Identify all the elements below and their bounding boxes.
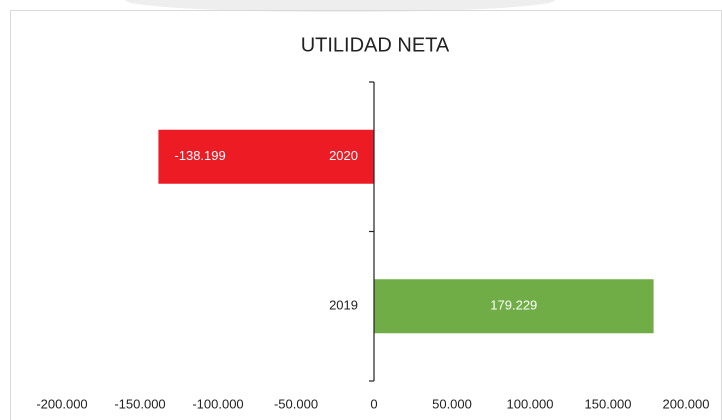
x-tick-label: -150.000 xyxy=(114,396,165,411)
window-shadow xyxy=(125,0,555,12)
value-label: -138.199 xyxy=(174,148,225,163)
bar xyxy=(158,129,374,184)
x-tick-label: -50.000 xyxy=(274,396,318,411)
bar xyxy=(374,279,654,334)
x-tick-label: 0 xyxy=(370,396,377,411)
x-tick-label: 150.000 xyxy=(585,396,632,411)
chart-title: UTILIDAD NETA xyxy=(301,34,450,56)
chart-border xyxy=(10,10,722,420)
category-label: 2019 xyxy=(329,298,358,313)
x-tick-label: 200.000 xyxy=(663,396,710,411)
category-label: 2020 xyxy=(329,148,358,163)
x-tick-label: 50.000 xyxy=(432,396,472,411)
value-label: 179.229 xyxy=(490,298,537,313)
x-tick-label: -200.000 xyxy=(36,396,87,411)
x-tick-label: -100.000 xyxy=(192,396,243,411)
x-tick-label: 100.000 xyxy=(507,396,554,411)
